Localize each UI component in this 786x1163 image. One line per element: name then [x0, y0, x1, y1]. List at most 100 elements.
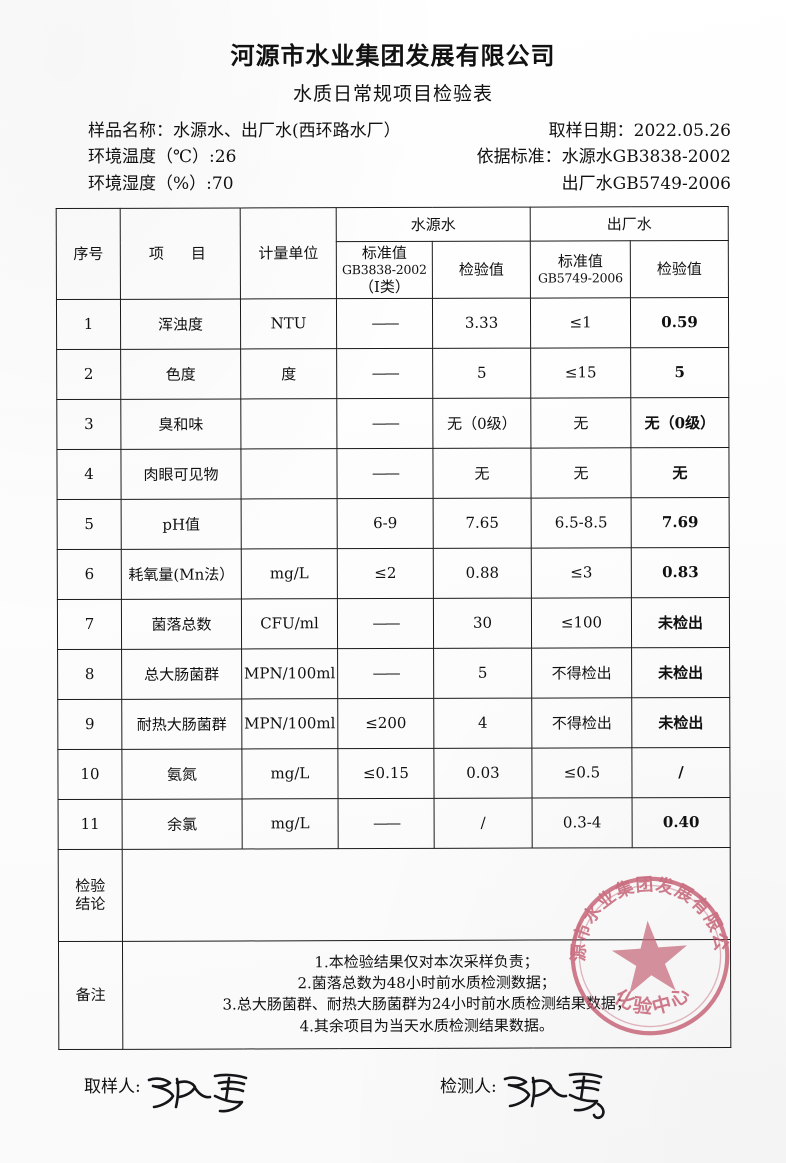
cell-index: 2: [56, 349, 121, 400]
col-header-unit: 计量单位: [240, 207, 337, 299]
remark-line: 4.其余项目为当天水质检测结果数据。: [299, 1016, 554, 1035]
conclusion-label: 检验 结论: [58, 849, 123, 942]
report-table-wrapper: 序号 项 目 计量单位 水源水 出厂水 标准值 GB3838-2002 （Ⅰ类）…: [56, 206, 731, 1050]
cell-source-value: 5: [433, 647, 532, 699]
cell-item: 耗氧量(Mn法）: [121, 548, 242, 600]
cell-unit: 度: [240, 348, 337, 399]
cell-source-value: 7.65: [433, 497, 532, 549]
conclusion-label-line1: 检验: [75, 876, 106, 895]
table-row: 3 臭和味 —— 无（0级）无无（0级）: [56, 397, 729, 450]
cell-index: 4: [56, 449, 122, 500]
cell-finished-standard: 0.3-4: [532, 797, 633, 848]
table-row: 4 肉眼可见物 —— 无无无: [56, 447, 730, 500]
cell-finished-value: 未检出: [631, 697, 730, 748]
remark-line: 3.总大肠菌群、耐热大肠菌群为24小时前水质检测结果数据；: [222, 994, 631, 1014]
table-row: 10 氨氮 mg/L ≤0.15 0.03 ≤0.5/: [57, 747, 731, 800]
conclusion-value: [122, 847, 731, 942]
remark-line: 1.本检验结果仅对本次采样负责；: [314, 952, 539, 972]
ambient-temp-value: 26: [214, 147, 237, 168]
cell-item: 臭和味: [120, 398, 241, 450]
col-header-source-standard: 标准值 GB3838-2002 （Ⅰ类）: [336, 241, 433, 299]
cell-unit: CFU/ml: [241, 598, 338, 649]
cell-unit: mg/L: [241, 548, 338, 599]
ambient-temp-field: 环境温度（℃）:26: [88, 144, 236, 170]
cell-finished-standard: ≤0.5: [531, 747, 633, 798]
cell-finished-value: 未检出: [631, 597, 730, 648]
cell-source-value: /: [434, 797, 533, 849]
table-body: 1 浑浊度 NTU —— 3.33 ≤1 0.59 2 色度度 —— 5 ≤15 5 3 臭和味 —— 无（0级…: [56, 297, 731, 850]
cell-item: 氨氮: [121, 748, 243, 800]
standard-label: 依据标准：: [476, 147, 562, 168]
meta-row-temperature: 环境温度（℃）:26 依据标准：水源水GB3838-2002: [88, 144, 731, 170]
company-title: 河源市水业集团发展有限公司: [230, 41, 556, 70]
tester-signature-mark: [503, 1072, 605, 1120]
finished-standard-code: GB5749-2006: [537, 270, 623, 287]
sample-name-label: 样品名称：: [88, 121, 173, 141]
form-title: 水质日常规项目检验表: [292, 83, 493, 105]
cell-source-value: 3.33: [432, 297, 531, 349]
table-row: 7 菌落总数 CFU/ml —— 30 ≤100 未检出: [57, 597, 730, 650]
sample-name-field: 样品名称：水源水、出厂水(西环路水厂）: [88, 118, 401, 144]
cell-index: 9: [57, 699, 122, 750]
cell-finished-value: 0.40: [632, 797, 731, 848]
conclusion-row: 检验 结论: [58, 847, 731, 942]
table-row: 6 耗氧量(Mn法） mg/L ≤2 0.88 ≤3 0.83: [57, 547, 730, 600]
cell-finished-value: 7.69: [631, 497, 730, 548]
cell-unit: mg/L: [241, 748, 339, 799]
cell-finished-standard: ≤100: [531, 597, 632, 648]
cell-source-value: 30: [433, 597, 532, 649]
cell-index: 6: [57, 549, 122, 600]
cell-item: 总大肠菌群: [121, 648, 242, 700]
cell-source-value: 无: [432, 447, 532, 499]
cell-source-standard: 6-9: [337, 498, 434, 549]
tester-signature-block: 检测人:: [440, 1066, 619, 1122]
table-row: 5 pH值 6-9 7.65 6.5-8.5 7.69: [57, 497, 730, 550]
source-standard-title: 标准值: [361, 243, 407, 263]
cell-source-standard: ——: [336, 348, 433, 399]
table-row: 11 余氯 mg/L ——/0.3-4 0.40: [58, 797, 731, 850]
remark-text: 1.本检验结果仅对本次采样负责； 2.菌落总数为48小时前水质检测数据； 3.总大肠…: [122, 939, 731, 1050]
cell-finished-standard: 6.5-8.5: [531, 497, 632, 548]
table-row: 8 总大肠菌群 MPN/100ml —— 5 不得检出 未检出: [57, 647, 730, 700]
cell-finished-standard: 不得检出: [531, 697, 632, 748]
sampler-signature-block: 取样人:: [84, 1066, 263, 1122]
cell-source-value: 0.88: [433, 547, 532, 599]
cell-source-standard: ——: [336, 448, 434, 499]
sampling-date-field: 取样日期：2022.05.26: [549, 118, 731, 144]
cell-unit: NTU: [240, 298, 337, 349]
col-header-item: 项 目: [120, 208, 241, 300]
cell-finished-standard: ≤3: [531, 547, 632, 598]
cell-unit: MPN/100ml: [241, 698, 338, 749]
cell-item: 浑浊度: [120, 298, 241, 350]
cell-unit: [241, 498, 338, 549]
table-header-group-row: 序号 项 目 计量单位 水源水 出厂水: [56, 206, 729, 300]
cell-finished-standard: 无: [530, 447, 632, 498]
source-standard-class: （Ⅰ类）: [358, 277, 410, 296]
cell-item: 耐热大肠菌群: [121, 698, 242, 750]
metadata-block: 样品名称：水源水、出厂水(西环路水厂） 取样日期：2022.05.26 环境温度…: [0, 118, 786, 197]
remark-label: 备注: [58, 941, 123, 1050]
cell-finished-value: 无: [630, 447, 730, 498]
sampling-date-label: 取样日期：: [548, 121, 634, 141]
remark-row: 备注 1.本检验结果仅对本次采样负责； 2.菌落总数为48小时前水质检测数据； 3.…: [58, 939, 731, 1050]
source-standard-code: GB3838-2002: [341, 262, 427, 278]
table-head: 序号 项 目 计量单位 水源水 出厂水 标准值 GB3838-2002 （Ⅰ类）…: [56, 206, 729, 300]
table-row: 9 耐热大肠菌群 MPN/100ml ≤200 4 不得检出 未检出: [57, 697, 730, 750]
cell-source-standard: ≤0.15: [337, 748, 435, 799]
cell-finished-value: 未检出: [631, 647, 730, 698]
cell-item: 色度: [120, 348, 241, 400]
cell-source-standard: ——: [338, 798, 435, 849]
col-header-source-measured: 检验值: [432, 241, 531, 299]
cell-item: pH值: [121, 498, 242, 550]
cell-finished-standard: ≤1: [530, 297, 631, 348]
water-quality-table: 序号 项 目 计量单位 水源水 出厂水 标准值 GB3838-2002 （Ⅰ类）…: [56, 206, 732, 1050]
cell-unit: [240, 448, 338, 499]
standard-finished-water: 出厂水GB5749-2006: [561, 173, 731, 194]
meta-row-humidity: 环境湿度（%）:70 出厂水GB5749-2006: [88, 171, 731, 197]
cell-source-standard: ≤2: [337, 548, 434, 599]
cell-finished-value: 0.59: [630, 297, 729, 348]
cell-index: 8: [57, 649, 122, 700]
table-row: 2 色度度 —— 5 ≤15 5: [56, 347, 729, 400]
tester-label: 检测人:: [440, 1077, 497, 1097]
